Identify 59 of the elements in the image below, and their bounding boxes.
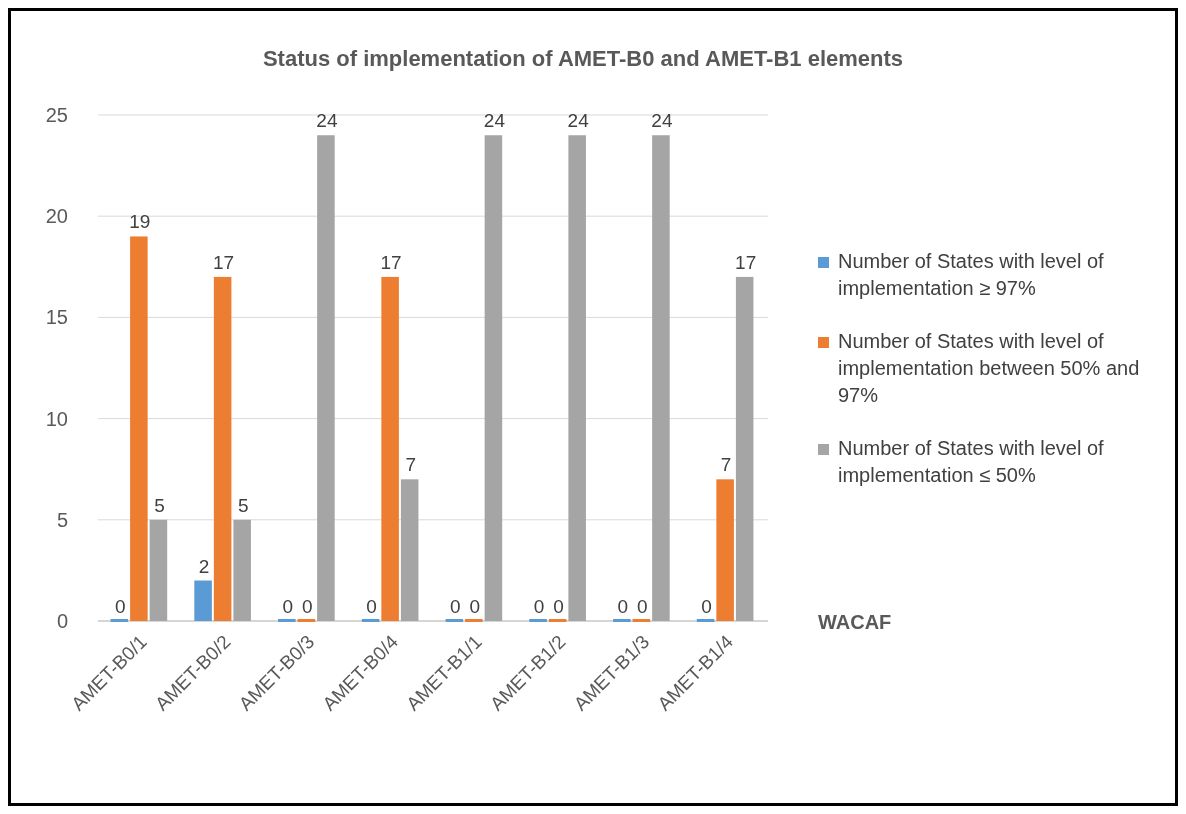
data-label: 17 [380, 251, 402, 273]
bar [381, 276, 399, 621]
data-label: 0 [302, 596, 313, 617]
data-label: 7 [720, 454, 732, 476]
y-tick-label: 10 [45, 407, 68, 430]
legend-label: Number of States with level of implementation between 50% and 97% [838, 330, 1140, 406]
bar [465, 619, 483, 622]
y-tick-label: 20 [45, 205, 68, 228]
data-label: 19 [129, 211, 151, 233]
bar [568, 135, 586, 621]
y-tick-label: 25 [45, 104, 68, 126]
data-label: 5 [154, 494, 165, 516]
bar [194, 580, 212, 621]
legend-label: Number of States with level of implementation ≥ 97% [838, 250, 1105, 299]
y-tick-label: 0 [56, 610, 68, 632]
data-label: 0 [637, 596, 648, 617]
data-label: 24 [567, 110, 590, 132]
data-label: 0 [533, 596, 545, 617]
bar [317, 135, 335, 621]
data-label: 0 [701, 596, 712, 617]
bar [213, 276, 232, 621]
bar [716, 479, 734, 621]
y-tick-label: 15 [45, 306, 68, 329]
data-label: 7 [405, 454, 416, 476]
data-label: 17 [735, 251, 757, 273]
bar [548, 619, 567, 622]
text: WACAF [818, 611, 892, 633]
data-label: 24 [316, 110, 338, 132]
chart-title: Status of implementation of AMET-B0 and AMET-B1 elements [262, 46, 904, 71]
bar [400, 479, 419, 621]
bar [130, 236, 148, 621]
bar [149, 519, 168, 621]
data-label: 2 [198, 555, 210, 577]
data-label: 0 [282, 596, 294, 617]
bar [233, 519, 251, 621]
y-tick-label: 5 [56, 508, 68, 531]
bar [529, 619, 547, 622]
bar [297, 619, 316, 622]
bar [445, 619, 464, 622]
bar [484, 135, 503, 621]
legend-label: Number of States with level of implementation ≤ 50% [838, 437, 1105, 486]
data-label: 17 [213, 251, 235, 273]
data-label: 0 [553, 596, 564, 617]
bar [613, 619, 631, 622]
data-label: 0 [450, 596, 461, 617]
data-label: 5 [237, 494, 249, 516]
bar [632, 619, 651, 622]
bar [110, 619, 129, 622]
data-label: 24 [483, 110, 506, 132]
bar [361, 619, 380, 622]
data-label: 0 [617, 596, 629, 617]
data-label: 0 [469, 596, 481, 617]
data-label: 0 [366, 596, 377, 617]
bar [652, 135, 670, 621]
data-label: 24 [651, 110, 673, 132]
data-label: 0 [115, 596, 126, 617]
bar [696, 619, 715, 622]
bar [278, 619, 296, 622]
bar [735, 276, 754, 621]
